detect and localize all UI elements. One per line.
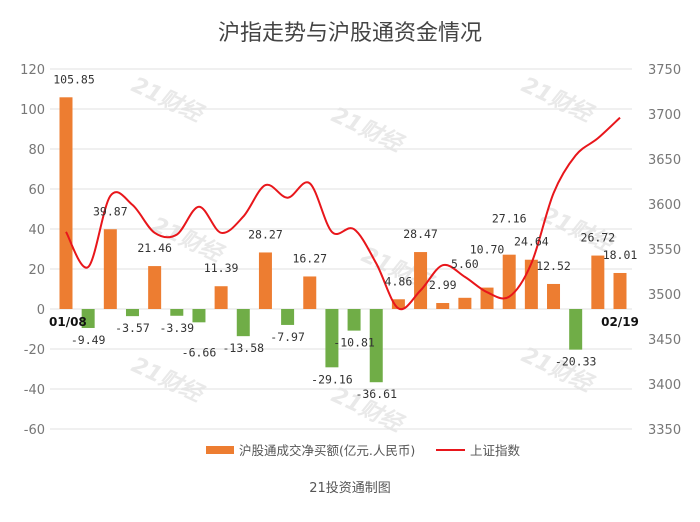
- index-line: [65, 116, 621, 311]
- right-tick-label: 3350: [648, 423, 681, 438]
- data-label: 5.60: [451, 257, 479, 271]
- right-axis-ticks: 3750 3700 3650 3600 3550 3500 3450 3400 3350: [648, 63, 681, 438]
- bar: [458, 297, 472, 309]
- bar: [369, 309, 383, 383]
- data-label: -20.33: [555, 355, 597, 369]
- left-tick-label: 60: [28, 183, 45, 198]
- bar: [502, 254, 516, 309]
- watermark-text: 21财经: [127, 352, 208, 408]
- bar: [613, 272, 627, 309]
- bar: [347, 309, 361, 331]
- right-tick-label: 3450: [648, 333, 681, 348]
- source-note: 21投资通制图: [309, 480, 391, 496]
- data-label: 27.16: [492, 212, 527, 226]
- right-tick-label: 3750: [648, 63, 681, 78]
- bar: [103, 229, 117, 309]
- bar: [391, 299, 405, 309]
- bar: [414, 252, 428, 309]
- bar: [569, 309, 583, 350]
- data-label: -9.49: [71, 333, 106, 347]
- bar: [258, 252, 272, 309]
- bar: [303, 276, 317, 309]
- data-label: -29.16: [311, 372, 353, 386]
- data-label: 2.99: [429, 278, 457, 292]
- left-tick-label: 20: [28, 263, 45, 278]
- bar: [236, 309, 250, 337]
- left-tick-label: -60: [24, 423, 45, 438]
- legend-line-label: 上证指数: [470, 443, 521, 458]
- data-label: 12.52: [536, 259, 571, 273]
- bar-series: [59, 97, 627, 383]
- data-label: -6.66: [182, 345, 217, 359]
- bar: [59, 97, 73, 309]
- x-label-last: 02/19: [601, 315, 639, 329]
- right-tick-label: 3400: [648, 378, 681, 393]
- bar: [325, 309, 339, 368]
- left-tick-label: 120: [20, 63, 45, 78]
- data-label: -36.61: [355, 387, 397, 401]
- legend: 沪股通成交净买额(亿元.人民币) 上证指数: [206, 443, 521, 458]
- legend-bar-swatch: [206, 446, 234, 454]
- right-tick-label: 3700: [648, 108, 681, 123]
- bar: [436, 303, 450, 309]
- data-label: 39.87: [93, 204, 128, 218]
- left-tick-label: 80: [28, 143, 45, 158]
- gridlines: [50, 68, 632, 430]
- data-label: 18.01: [603, 248, 638, 262]
- right-tick-label: 3600: [648, 198, 681, 213]
- right-tick-label: 3500: [648, 288, 681, 303]
- watermark-text: 21财经: [127, 72, 208, 128]
- data-label: 28.27: [248, 227, 283, 241]
- data-label: 28.47: [403, 227, 438, 241]
- left-axis-ticks: 120 100 80 60 40 20 0 -20 -40 -60: [20, 63, 45, 438]
- bar: [125, 309, 139, 317]
- data-label: -3.57: [115, 321, 150, 335]
- data-label: 11.39: [204, 261, 239, 275]
- data-label: -13.58: [223, 341, 265, 355]
- watermark-text: 21财经: [517, 342, 598, 398]
- data-label: 21.46: [137, 241, 172, 255]
- x-label-first: 01/08: [49, 315, 87, 329]
- line-series: [65, 116, 621, 311]
- bar: [214, 286, 228, 309]
- bar: [148, 266, 162, 309]
- chart-title: 沪指走势与沪股通资金情况: [218, 21, 482, 46]
- watermark-text: 21财经: [517, 72, 598, 128]
- data-label: -10.81: [333, 336, 375, 350]
- left-tick-label: -20: [24, 343, 45, 358]
- data-label: 105.85: [53, 72, 95, 86]
- data-label: 4.86: [385, 274, 413, 288]
- bar: [192, 309, 206, 323]
- bar: [591, 255, 605, 309]
- data-label: -7.97: [270, 330, 305, 344]
- right-tick-label: 3650: [648, 153, 681, 168]
- right-tick-label: 3550: [648, 243, 681, 258]
- bar: [281, 309, 295, 325]
- left-tick-label: 100: [20, 103, 45, 118]
- data-label: 10.70: [470, 243, 505, 257]
- data-label: -3.39: [159, 321, 194, 335]
- left-tick-label: 0: [37, 303, 45, 318]
- legend-bar-label: 沪股通成交净买额(亿元.人民币): [239, 443, 415, 458]
- bar: [547, 283, 561, 309]
- data-label: 24.64: [514, 235, 549, 249]
- watermark-text: 21财经: [327, 102, 408, 158]
- data-label: 26.72: [581, 231, 616, 245]
- data-label: 16.27: [292, 251, 327, 265]
- bar: [170, 309, 184, 316]
- left-tick-label: 40: [28, 223, 45, 238]
- bar: [81, 309, 95, 328]
- data-labels: 105.85 -9.49 39.87 -3.57 21.46 -3.39 -6.66 11.3…: [53, 72, 637, 401]
- left-tick-label: -40: [24, 383, 45, 398]
